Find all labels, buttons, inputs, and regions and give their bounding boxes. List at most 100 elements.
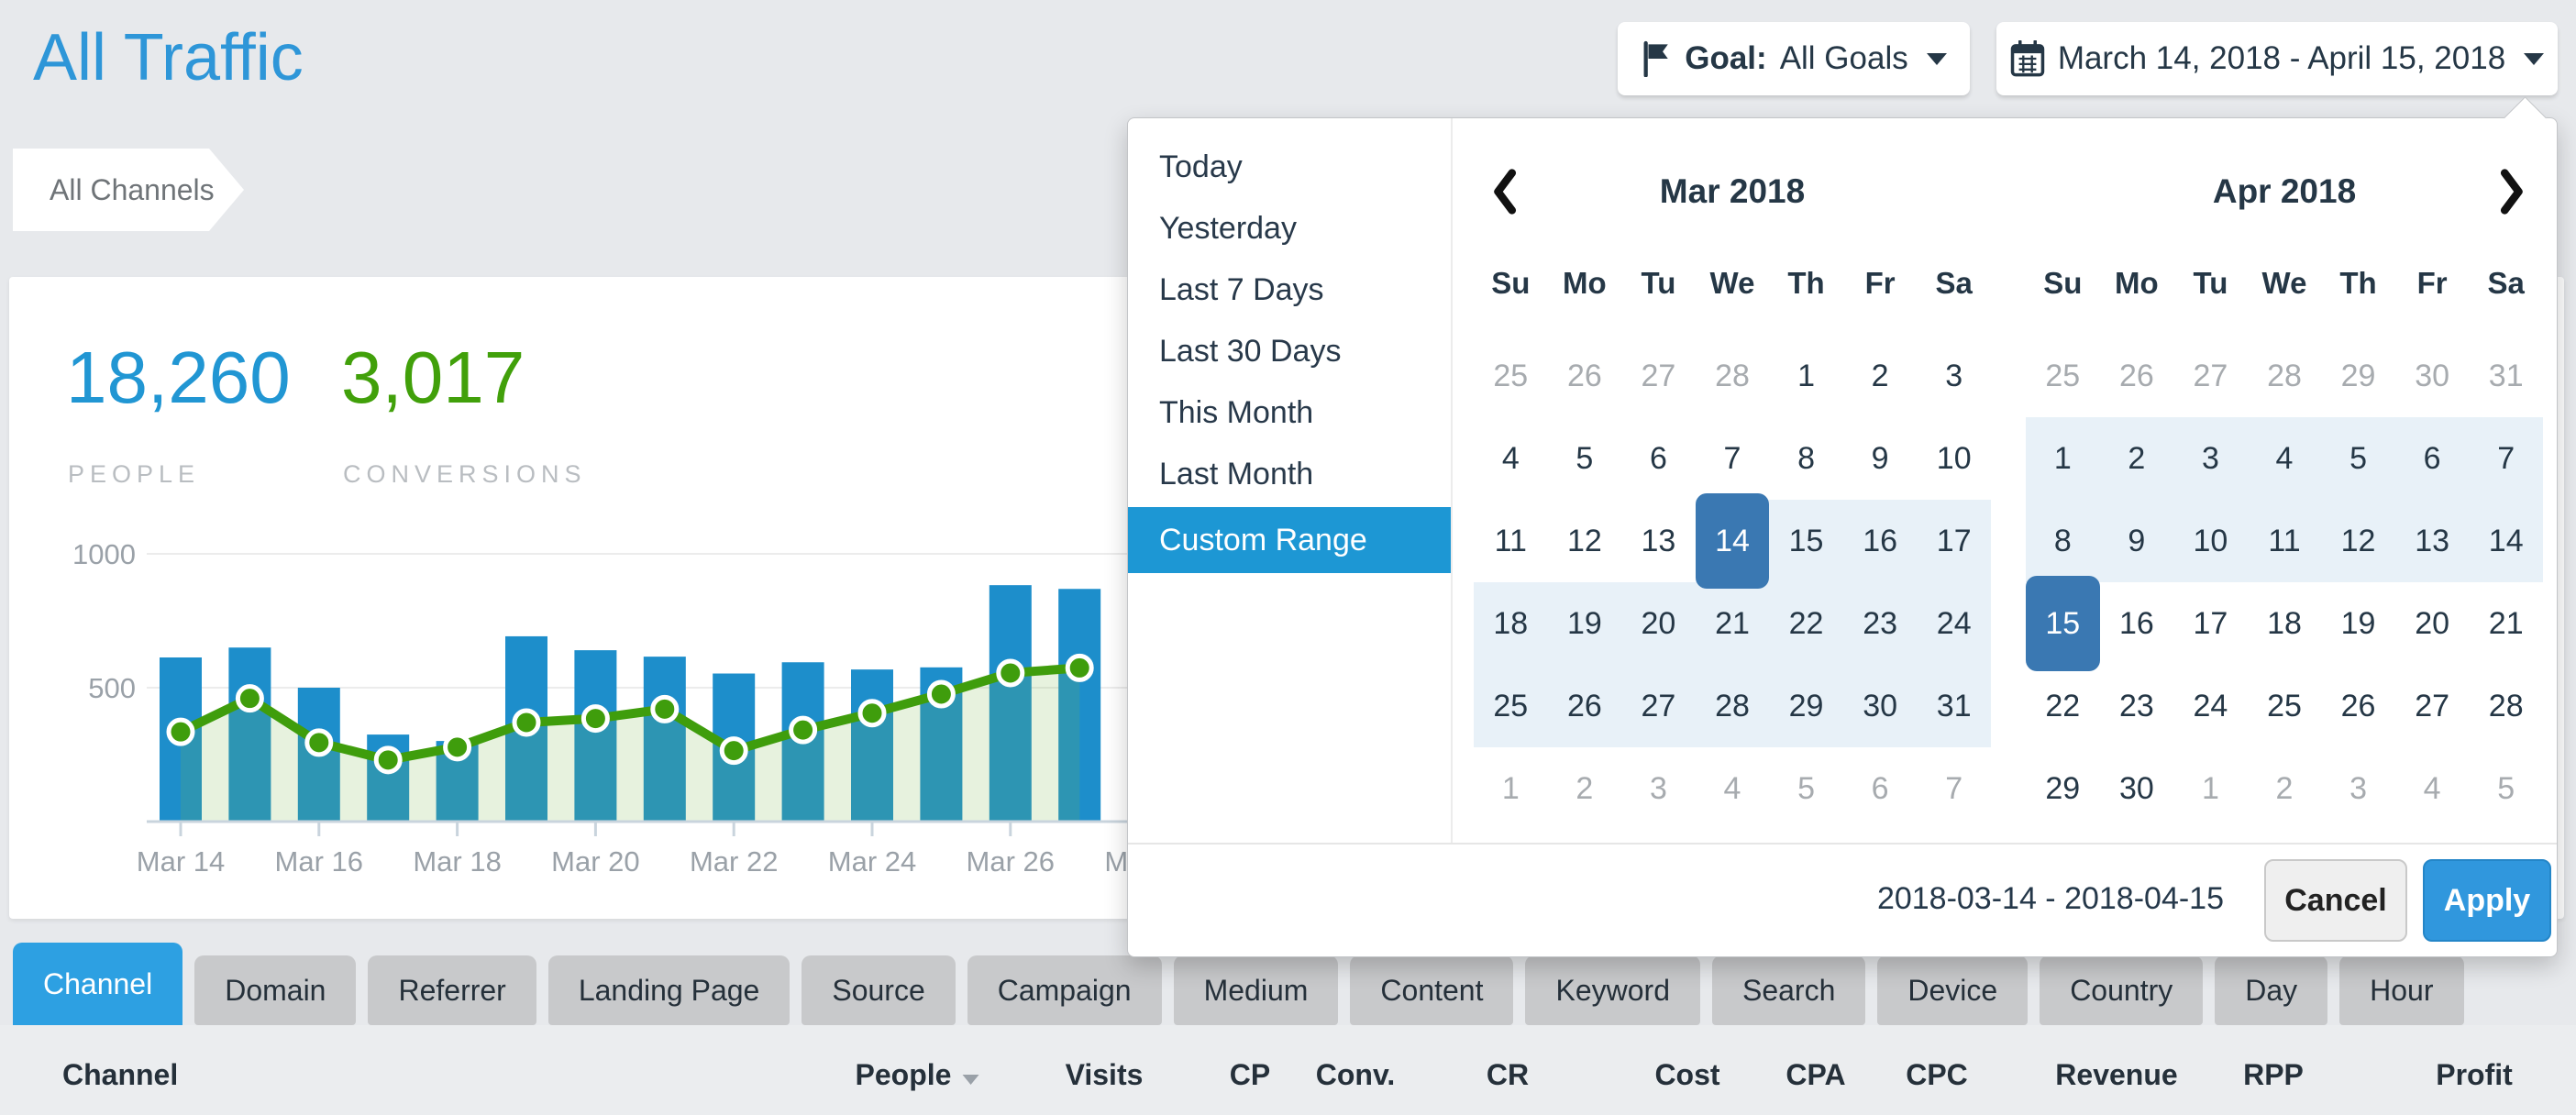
day-cell[interactable]: 2 <box>2275 770 2294 806</box>
day-cell[interactable]: 31 <box>2488 358 2524 393</box>
day-cell[interactable]: 28 <box>2267 358 2302 393</box>
column-header-revenue[interactable]: Revenue <box>2055 1058 2178 1091</box>
day-cell[interactable]: 15 <box>1769 500 1843 582</box>
tab-medium[interactable]: Medium <box>1173 955 1339 1025</box>
day-cell[interactable]: 16 <box>2118 605 2154 641</box>
tab-keyword[interactable]: Keyword <box>1525 955 1700 1025</box>
preset-custom-range[interactable]: Custom Range <box>1128 507 1451 573</box>
day-cell[interactable]: 29 <box>2340 358 2376 393</box>
day-cell[interactable]: 15 <box>2026 576 2100 671</box>
column-header-cost[interactable]: Cost <box>1654 1058 1720 1091</box>
day-cell[interactable]: 12 <box>2321 500 2395 582</box>
day-cell[interactable]: 2 <box>2099 417 2174 500</box>
column-header-conv-[interactable]: Conv. <box>1315 1058 1396 1091</box>
goal-dropdown[interactable]: Goal: All Goals <box>1618 22 1970 95</box>
day-cell[interactable]: 27 <box>1621 665 1696 747</box>
tab-content[interactable]: Content <box>1350 955 1514 1025</box>
day-cell[interactable]: 1 <box>2201 770 2219 806</box>
day-cell[interactable]: 28 <box>1715 358 1750 393</box>
cancel-button[interactable]: Cancel <box>2264 859 2407 942</box>
tab-landing-page[interactable]: Landing Page <box>547 955 790 1025</box>
day-cell[interactable]: 3 <box>2173 417 2248 500</box>
day-cell[interactable]: 26 <box>1547 665 1622 747</box>
day-cell[interactable]: 25 <box>1493 358 1529 393</box>
day-cell[interactable]: 29 <box>2045 770 2081 806</box>
day-cell[interactable]: 9 <box>2099 500 2174 582</box>
day-cell[interactable]: 27 <box>1641 358 1676 393</box>
day-cell[interactable]: 30 <box>1842 665 1918 747</box>
tab-channel[interactable]: Channel <box>13 943 183 1025</box>
day-cell[interactable]: 10 <box>2173 500 2248 582</box>
column-header-people[interactable]: People <box>856 1058 979 1092</box>
day-cell[interactable]: 7 <box>1723 440 1741 476</box>
preset-last-month[interactable]: Last Month <box>1159 457 1314 491</box>
prev-month-icon[interactable] <box>1490 168 1521 224</box>
day-cell[interactable]: 26 <box>2340 688 2376 723</box>
tab-device[interactable]: Device <box>1877 955 2029 1025</box>
day-cell[interactable]: 29 <box>1769 665 1843 747</box>
date-range-dropdown[interactable]: March 14, 2018 - April 15, 2018 <box>1996 22 2558 95</box>
day-cell[interactable]: 3 <box>1945 358 1963 393</box>
day-cell[interactable]: 21 <box>2488 605 2524 641</box>
day-cell[interactable]: 27 <box>2193 358 2228 393</box>
tab-domain[interactable]: Domain <box>194 955 357 1025</box>
preset-last-7-days[interactable]: Last 7 Days <box>1159 272 1324 307</box>
day-cell[interactable]: 9 <box>1871 440 1889 476</box>
day-cell[interactable]: 30 <box>2415 358 2450 393</box>
tab-day[interactable]: Day <box>2215 955 2328 1025</box>
day-cell[interactable]: 5 <box>2321 417 2395 500</box>
day-cell[interactable]: 5 <box>2497 770 2515 806</box>
day-cell[interactable]: 4 <box>1501 440 1520 476</box>
apply-button[interactable]: Apply <box>2423 859 2551 942</box>
day-cell[interactable]: 18 <box>1474 582 1548 665</box>
day-cell[interactable]: 3 <box>1649 770 1667 806</box>
day-cell[interactable]: 7 <box>1945 770 1963 806</box>
day-cell[interactable]: 8 <box>2026 500 2100 582</box>
day-cell[interactable]: 24 <box>2193 688 2228 723</box>
tab-search[interactable]: Search <box>1711 955 1866 1025</box>
column-header-cpa[interactable]: CPA <box>1786 1058 1846 1091</box>
day-cell[interactable]: 23 <box>2118 688 2154 723</box>
day-cell[interactable]: 20 <box>2415 605 2450 641</box>
tab-referrer[interactable]: Referrer <box>368 955 536 1025</box>
day-cell[interactable]: 11 <box>1494 523 1527 558</box>
day-cell[interactable]: 6 <box>1871 770 1889 806</box>
column-header-cpc[interactable]: CPC <box>1906 1058 1968 1091</box>
day-cell[interactable]: 27 <box>2415 688 2450 723</box>
column-header-rpp[interactable]: RPP <box>2243 1058 2304 1091</box>
day-cell[interactable]: 21 <box>1695 582 1770 665</box>
tab-hour[interactable]: Hour <box>2339 955 2464 1025</box>
column-header-visits[interactable]: Visits <box>1065 1058 1144 1091</box>
day-cell[interactable]: 18 <box>2267 605 2302 641</box>
day-cell[interactable]: 26 <box>2118 358 2154 393</box>
day-cell[interactable]: 17 <box>2193 605 2228 641</box>
column-header-cp[interactable]: CP <box>1229 1058 1271 1091</box>
day-cell[interactable]: 16 <box>1842 500 1918 582</box>
day-cell[interactable]: 10 <box>1936 440 1972 476</box>
day-cell[interactable]: 19 <box>2340 605 2376 641</box>
day-cell[interactable]: 19 <box>1547 582 1622 665</box>
sort-desc-icon[interactable] <box>962 1075 979 1085</box>
day-cell[interactable]: 6 <box>1649 440 1667 476</box>
day-cell[interactable]: 8 <box>1797 440 1816 476</box>
day-cell[interactable]: 2 <box>1871 358 1889 393</box>
day-cell[interactable]: 11 <box>2247 500 2322 582</box>
tab-campaign[interactable]: Campaign <box>967 955 1162 1025</box>
day-cell[interactable]: 6 <box>2394 417 2470 500</box>
day-cell[interactable]: 4 <box>1723 770 1741 806</box>
day-cell[interactable]: 28 <box>1695 665 1770 747</box>
preset-this-month[interactable]: This Month <box>1159 395 1314 430</box>
day-cell[interactable]: 30 <box>2118 770 2154 806</box>
day-cell[interactable]: 26 <box>1566 358 1602 393</box>
day-cell[interactable]: 1 <box>2026 417 2100 500</box>
day-cell[interactable]: 24 <box>1917 582 1991 665</box>
column-header-channel[interactable]: Channel <box>62 1058 179 1091</box>
next-month-icon[interactable] <box>2495 168 2526 224</box>
column-header-cr[interactable]: CR <box>1486 1058 1530 1091</box>
column-header-profit[interactable]: Profit <box>2436 1058 2513 1091</box>
preset-today[interactable]: Today <box>1159 149 1243 184</box>
day-cell[interactable]: 4 <box>2247 417 2322 500</box>
preset-yesterday[interactable]: Yesterday <box>1159 211 1297 246</box>
tab-country[interactable]: Country <box>2040 955 2204 1025</box>
day-cell[interactable]: 14 <box>1695 493 1770 589</box>
